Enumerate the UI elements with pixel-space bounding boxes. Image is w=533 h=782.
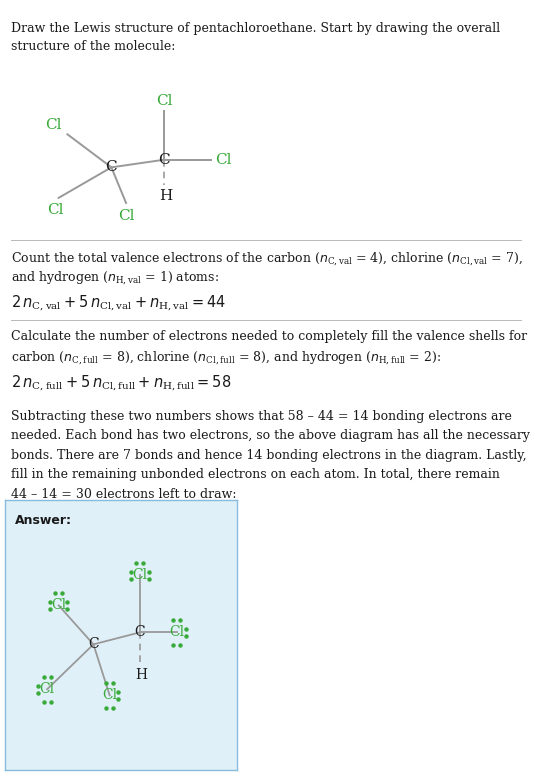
Text: 44 – 14 = 30 electrons left to draw:: 44 – 14 = 30 electrons left to draw:: [11, 488, 236, 501]
Text: $2\,n_{\mathregular{C,val}} + 5\,n_{\mathregular{Cl,val}} + n_{\mathregular{H,va: $2\,n_{\mathregular{C,val}} + 5\,n_{\mat…: [11, 293, 226, 314]
Text: Cl: Cl: [132, 569, 147, 583]
Text: carbon ($n_{\mathregular{C,full}}$ = 8), chlorine ($n_{\mathregular{Cl,full}}$ =: carbon ($n_{\mathregular{C,full}}$ = 8),…: [11, 350, 441, 366]
Text: needed. Each bond has two electrons, so the above diagram has all the necessary: needed. Each bond has two electrons, so …: [11, 429, 530, 443]
Text: bonds. There are 7 bonds and hence 14 bonding electrons in the diagram. Lastly,: bonds. There are 7 bonds and hence 14 bo…: [11, 449, 526, 462]
Text: Cl: Cl: [51, 598, 66, 612]
Text: Count the total valence electrons of the carbon ($n_{\mathregular{C,val}}$ = 4),: Count the total valence electrons of the…: [11, 250, 522, 267]
Text: Draw the Lewis structure of pentachloroethane. Start by drawing the overall
stru: Draw the Lewis structure of pentachloroe…: [11, 22, 500, 53]
Text: $2\,n_{\mathregular{C,full}} + 5\,n_{\mathregular{Cl,full}} + n_{\mathregular{H,: $2\,n_{\mathregular{C,full}} + 5\,n_{\ma…: [11, 373, 231, 393]
Text: Cl: Cl: [39, 683, 54, 696]
Text: Cl: Cl: [45, 118, 62, 131]
Text: Subtracting these two numbers shows that 58 – 44 = 14 bonding electrons are: Subtracting these two numbers shows that…: [11, 410, 512, 423]
Text: H: H: [159, 189, 172, 203]
Text: Answer:: Answer:: [14, 514, 71, 527]
Text: Cl: Cl: [156, 94, 172, 108]
Text: Cl: Cl: [169, 626, 184, 640]
Text: and hydrogen ($n_{\mathregular{H,val}}$ = 1) atoms:: and hydrogen ($n_{\mathregular{H,val}}$ …: [11, 270, 219, 286]
Text: Cl: Cl: [118, 210, 134, 224]
Text: C: C: [134, 626, 145, 640]
Text: H: H: [135, 669, 147, 683]
Text: Cl: Cl: [102, 688, 117, 702]
Text: Cl: Cl: [47, 203, 64, 217]
Text: C: C: [106, 160, 117, 174]
Text: Calculate the number of electrons needed to completely fill the valence shells f: Calculate the number of electrons needed…: [11, 330, 527, 343]
Text: Cl: Cl: [215, 152, 232, 167]
Text: C: C: [158, 152, 170, 167]
Text: fill in the remaining unbonded electrons on each atom. In total, there remain: fill in the remaining unbonded electrons…: [11, 468, 499, 482]
Text: C: C: [88, 637, 99, 651]
